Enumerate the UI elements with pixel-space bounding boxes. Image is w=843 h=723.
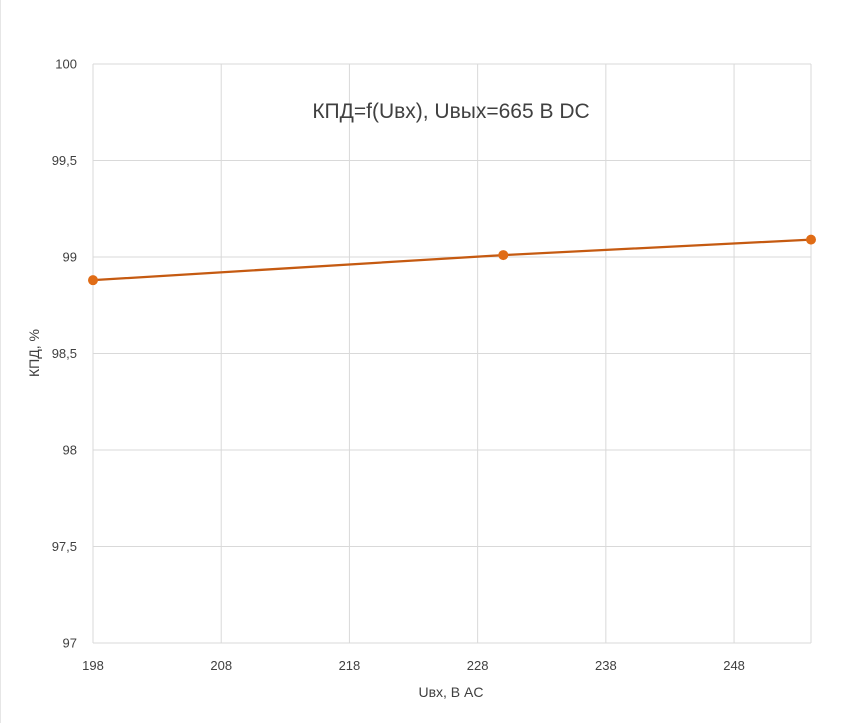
data-point (88, 275, 98, 286)
y-axis-ticks: 97 97,5 98 98,5 99 99,5 100 (52, 57, 77, 651)
series-line (92, 238, 812, 282)
x-tick-label: 238 (595, 658, 617, 673)
y-tick-label: 100 (55, 57, 77, 72)
y-tick-label: 98,5 (52, 346, 77, 361)
y-tick-label: 99,5 (52, 153, 77, 168)
x-tick-label: 248 (723, 658, 745, 673)
data-point (498, 250, 509, 261)
grid (92, 63, 812, 644)
y-tick-label: 98 (63, 443, 77, 458)
x-axis-title: Uвх, В AC (418, 684, 483, 700)
y-tick-label: 97 (63, 636, 77, 651)
x-tick-label: 228 (467, 658, 489, 673)
x-tick-label: 218 (339, 658, 361, 673)
chart-title: КПД=f(Uвх), Uвых=665 В DC (312, 100, 589, 123)
window-edge (0, 0, 1, 723)
y-axis-title: КПД, % (26, 329, 42, 377)
x-tick-label: 208 (210, 658, 232, 673)
series-layer (88, 234, 816, 286)
x-axis-ticks: 198 208 218 228 238 248 (82, 658, 745, 673)
y-tick-label: 99 (63, 250, 77, 265)
data-point (806, 234, 816, 245)
x-tick-label: 198 (82, 658, 104, 673)
y-tick-label: 97,5 (52, 539, 77, 554)
